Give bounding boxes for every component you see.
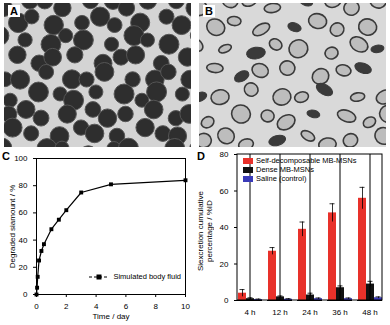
svg-text:80: 80 [220, 150, 229, 159]
html-text:Simulated body fluid: Simulated body fluid [113, 272, 181, 281]
svg-text:20: 20 [220, 260, 229, 269]
svg-text:48 h: 48 h [362, 308, 378, 317]
html-text:C: C [2, 150, 10, 162]
svg-text:4 h: 4 h [244, 308, 255, 317]
svg-text:80: 80 [19, 181, 28, 190]
html-text:A: A [10, 5, 18, 17]
svg-text:40: 40 [220, 223, 229, 232]
svg-text:24 h: 24 h [302, 308, 318, 317]
html-text:B: B [205, 5, 213, 17]
svg-text:100: 100 [14, 154, 28, 163]
svg-text:10: 10 [181, 302, 190, 311]
svg-text:Degraded siamount / %: Degraded siamount / % [8, 185, 17, 269]
svg-text:2: 2 [64, 302, 69, 311]
svg-text:0: 0 [23, 290, 28, 299]
svg-text:36 h: 36 h [332, 308, 348, 317]
svg-text:4: 4 [94, 302, 99, 311]
svg-text:0: 0 [224, 296, 229, 305]
svg-text:0: 0 [34, 302, 39, 311]
svg-text:20: 20 [19, 263, 28, 272]
html-text:Siexcretion cumulative percent: Siexcretion cumulative percentage / %ID [196, 191, 214, 271]
svg-text:40: 40 [19, 236, 28, 245]
html-text:Self-decomposable MB-MSNs: Self-decomposable MB-MSNs [256, 156, 357, 165]
svg-text:60: 60 [220, 187, 229, 196]
svg-text:Time / day: Time / day [92, 312, 129, 321]
svg-text:60: 60 [19, 208, 28, 217]
html-text:D: D [197, 150, 205, 162]
html-text:Dense MB-MSNs: Dense MB-MSNs [256, 165, 314, 174]
html-text:Saline (control): Saline (control) [256, 174, 307, 183]
svg-text:8: 8 [153, 302, 158, 311]
svg-text:6: 6 [124, 302, 129, 311]
svg-text:12 h: 12 h [272, 308, 288, 317]
